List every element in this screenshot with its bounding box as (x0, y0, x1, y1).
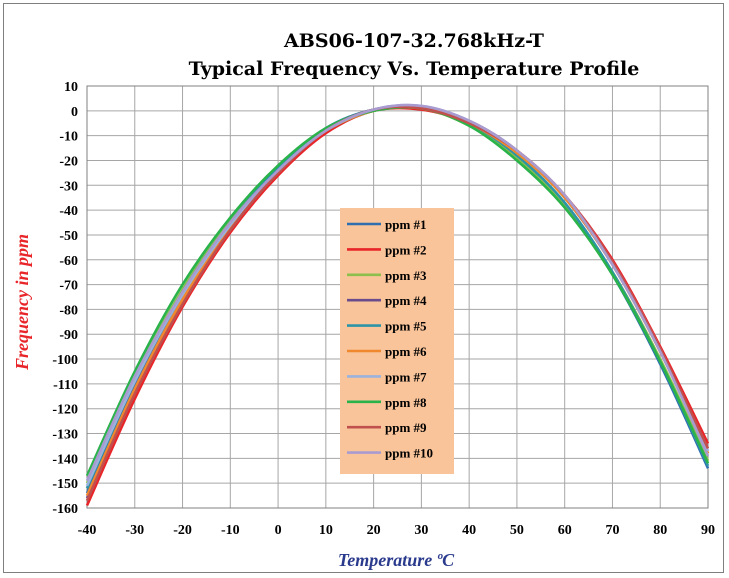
y-tick-label: -100 (52, 353, 78, 368)
x-tick-label: 80 (653, 523, 667, 538)
legend-label: ppm #1 (385, 217, 427, 232)
x-tick-label: -10 (221, 523, 240, 538)
series-lines (85, 103, 710, 507)
chart-subtitle: Typical Frequency Vs. Temperature Profil… (189, 58, 640, 80)
x-tick-label: 60 (558, 523, 572, 538)
x-tick-label: 70 (605, 523, 619, 538)
y-tick-label: -50 (59, 229, 78, 244)
y-tick-label: -10 (59, 130, 78, 145)
x-tick-label: 40 (462, 523, 476, 538)
y-tick-label: -150 (52, 477, 78, 492)
chart-title: ABS06-107-32.768kHz-T (283, 30, 544, 52)
x-tick-label: -30 (125, 523, 144, 538)
y-tick-label: -160 (52, 502, 78, 517)
y-tick-label: -80 (59, 303, 78, 318)
y-tick-label: -40 (59, 204, 78, 219)
x-tick-label: 0 (275, 523, 282, 538)
legend: ppm #1 ppm #2 ppm #3 ppm #4 ppm #5 ppm #6 ppm … (340, 208, 454, 474)
x-tick-label: 10 (319, 523, 333, 538)
x-tick-label: 30 (414, 523, 428, 538)
y-tick-label: 0 (71, 105, 78, 120)
x-tick-label: 20 (367, 523, 381, 538)
legend-label: ppm #3 (385, 268, 427, 283)
series-line-10 (85, 103, 710, 482)
y-tick-label: -110 (53, 378, 78, 393)
legend-background (340, 208, 454, 474)
x-tick-label: -20 (173, 523, 192, 538)
x-axis-label: Temperature ºC (338, 550, 455, 570)
y-tick-label: 10 (64, 80, 78, 95)
x-tick-label: 90 (701, 523, 715, 538)
y-tick-label: -130 (52, 428, 78, 443)
legend-label: ppm #8 (385, 395, 427, 410)
y-axis-label: Frequency in ppm (12, 234, 32, 371)
y-tick-label: -30 (59, 179, 78, 194)
y-tick-label: -60 (59, 254, 78, 269)
x-tick-label: 50 (510, 523, 524, 538)
x-tick-label: -40 (78, 523, 97, 538)
plot-area-border (86, 85, 709, 509)
y-tick-label: -70 (59, 279, 78, 294)
y-tick-label: -20 (59, 154, 78, 169)
legend-label: ppm #5 (385, 319, 427, 334)
y-tick-label: -140 (52, 452, 78, 467)
y-tick-label: -120 (52, 403, 78, 418)
legend-label: ppm #9 (385, 420, 427, 435)
x-tick-labels: -40 -30 -20 -10 0 10 20 30 40 50 60 70 80 90 (78, 523, 715, 538)
legend-label: ppm #4 (385, 293, 427, 308)
legend-label: ppm #2 (385, 242, 427, 257)
legend-label: ppm #7 (385, 369, 427, 384)
legend-label: ppm #6 (385, 344, 427, 359)
y-tick-label: -90 (59, 328, 78, 343)
legend-label: ppm #10 (385, 446, 433, 461)
y-tick-labels: 10 0 -10 -20 -30 -40 -50 -60 -70 -80 -90 -100 -110 -1… (52, 80, 78, 517)
